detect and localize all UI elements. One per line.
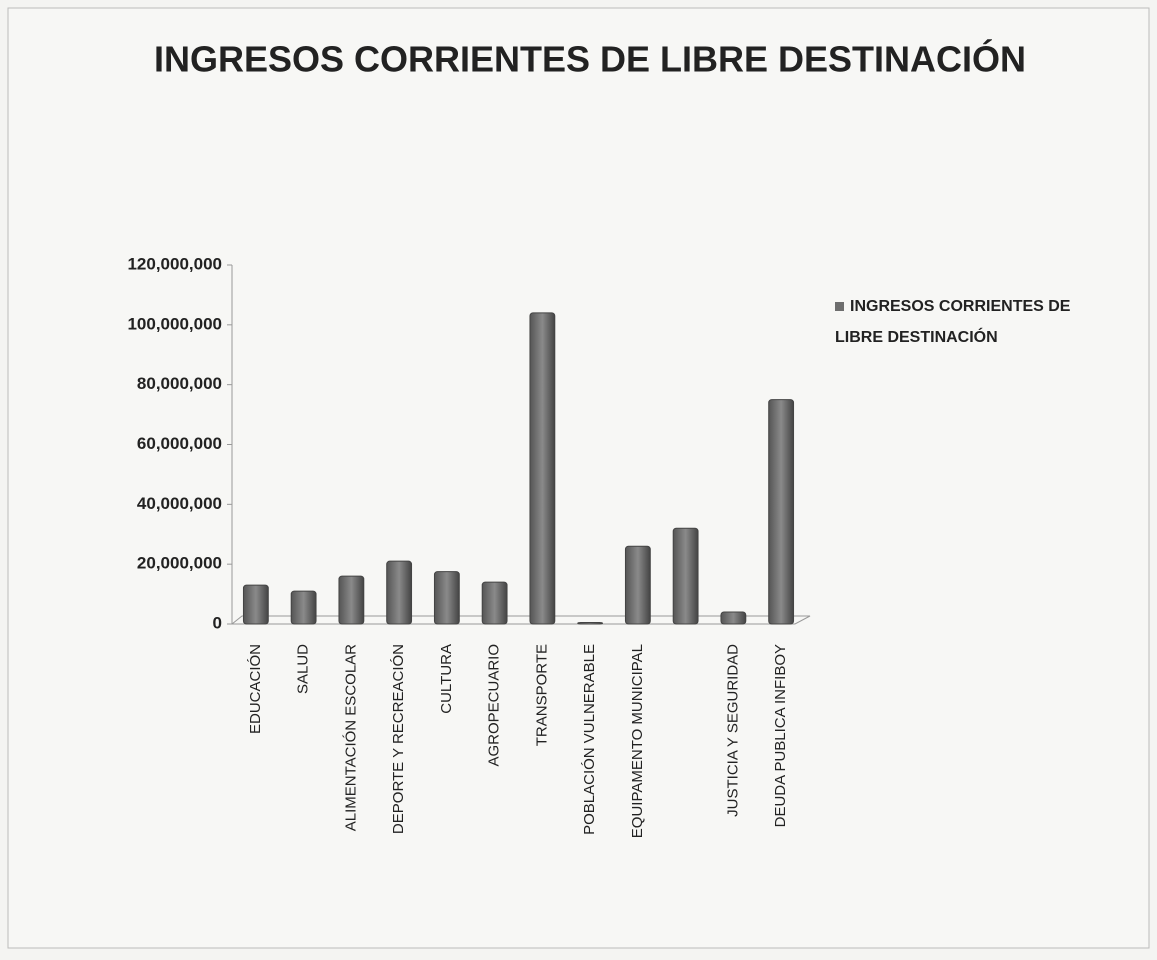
legend-marker bbox=[835, 302, 844, 311]
x-tick-label: JUSTICIA Y SEGURIDAD bbox=[724, 644, 741, 817]
bar bbox=[672, 527, 699, 625]
y-tick-label: 20,000,000 bbox=[137, 554, 222, 573]
bar bbox=[720, 611, 747, 625]
x-tick-label: ALIMENTACIÓN ESCOLAR bbox=[342, 644, 359, 831]
y-tick-label: 0 bbox=[213, 613, 222, 632]
bar bbox=[768, 399, 795, 625]
chart-title: INGRESOS CORRIENTES DE LIBRE DESTINACIÓN bbox=[154, 38, 1026, 80]
bar bbox=[433, 571, 460, 625]
x-tick-label: DEPORTE Y RECREACIÓN bbox=[390, 644, 407, 834]
frame bbox=[7, 7, 1150, 949]
bar bbox=[290, 590, 317, 625]
x-tick-label: TRANSPORTE bbox=[533, 644, 550, 746]
y-tick-label: 100,000,000 bbox=[127, 314, 222, 333]
bar bbox=[529, 312, 556, 625]
bar bbox=[242, 584, 269, 625]
y-tick-label: 80,000,000 bbox=[137, 374, 222, 393]
legend-label: INGRESOS CORRIENTES DE LIBRE DESTINACIÓN bbox=[835, 298, 1071, 346]
x-tick-label: DEUDA PUBLICA INFIBOY bbox=[772, 644, 789, 827]
bar bbox=[386, 560, 413, 625]
x-tick-label: EQUIPAMENTO MUNICIPAL bbox=[629, 644, 646, 838]
bar bbox=[481, 581, 508, 625]
y-tick-label: 120,000,000 bbox=[127, 254, 222, 273]
x-tick-label: SALUD bbox=[295, 644, 312, 694]
y-tick-label: 40,000,000 bbox=[137, 494, 222, 513]
bar bbox=[338, 575, 365, 625]
x-tick-label: CULTURA bbox=[438, 644, 455, 714]
x-tick-label: POBLACIÓN VULNERABLE bbox=[581, 644, 598, 835]
floor bbox=[230, 615, 811, 625]
bar bbox=[624, 545, 651, 625]
bar bbox=[577, 622, 604, 625]
y-tick-label: 60,000,000 bbox=[137, 434, 222, 453]
x-tick-label: EDUCACIÓN bbox=[247, 644, 264, 734]
x-tick-label: AGROPECUARIO bbox=[486, 644, 503, 767]
